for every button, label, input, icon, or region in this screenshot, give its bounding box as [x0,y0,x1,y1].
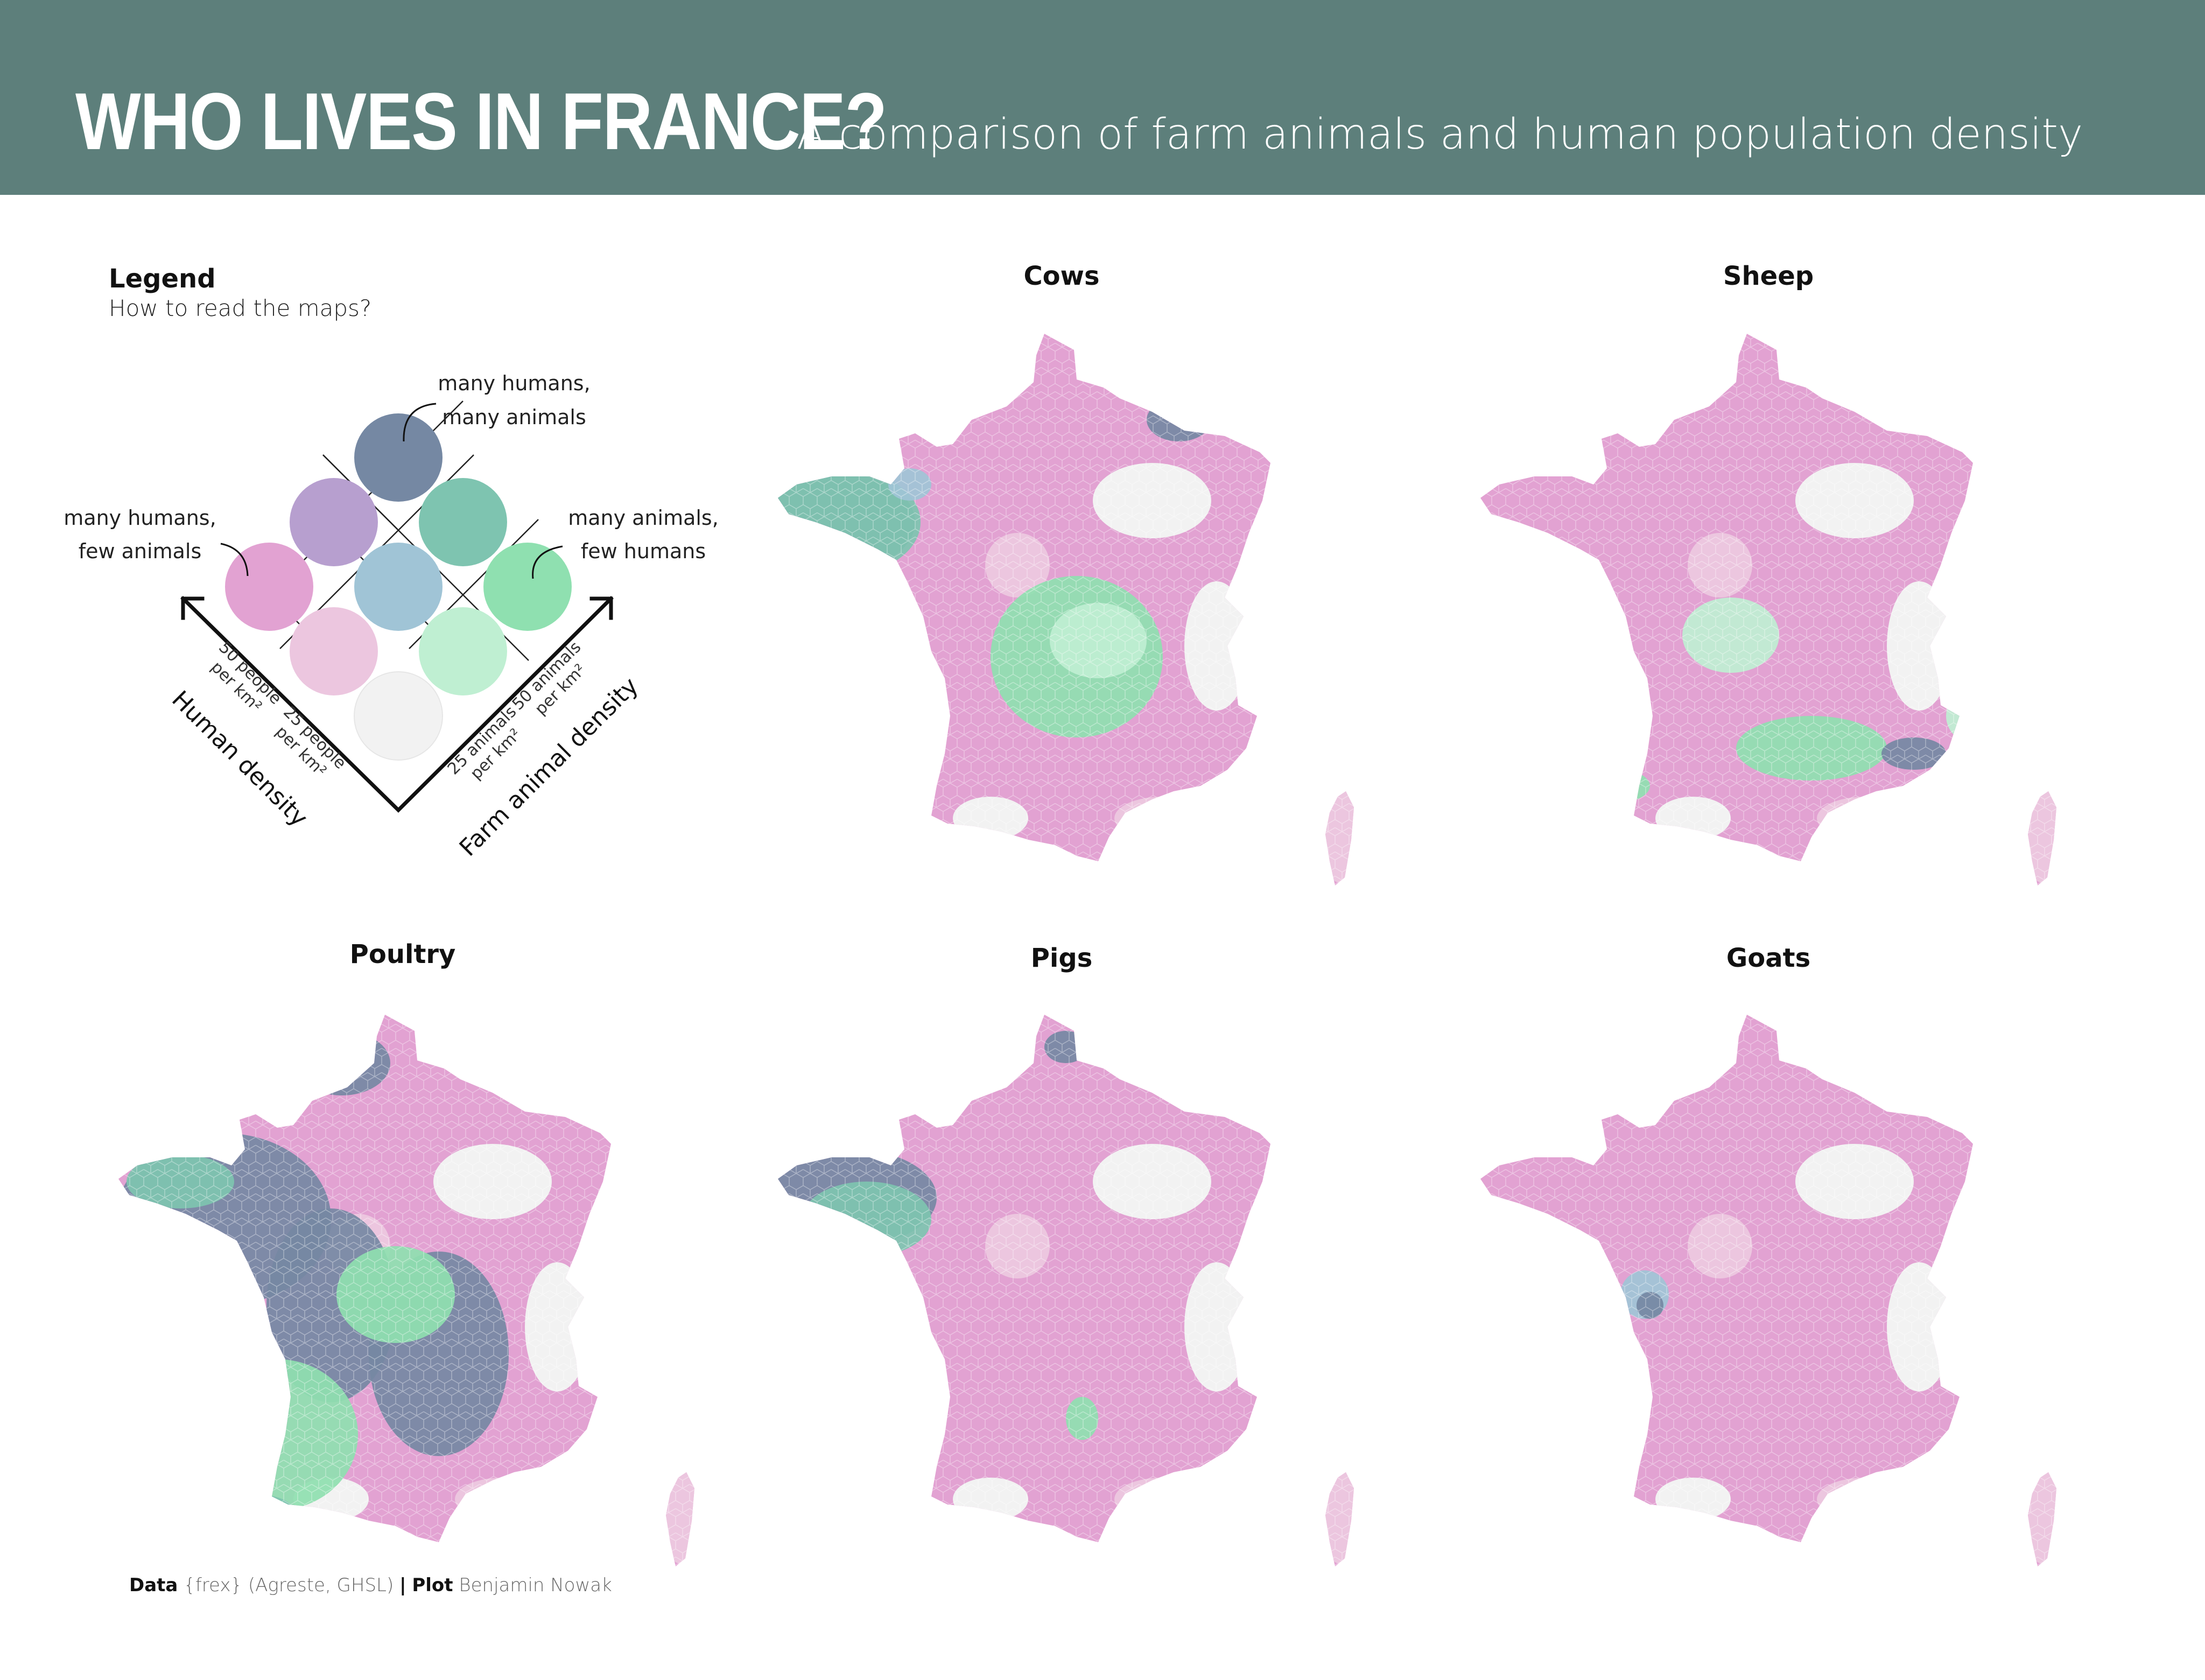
annotation-top-line2: many animals [442,405,586,429]
page-subtitle: A comparison of farm animals and human p… [797,110,2083,159]
legend-circle-both-mid [354,543,443,631]
map-title-cows: Cows [1023,261,1100,291]
legend-annotations: many humans, many animals many humans, f… [64,371,719,563]
annotation-right-line1: many animals, [568,506,719,530]
map-hex-grid [118,1015,694,1566]
map-fill-sheep [1480,334,2056,885]
human-axis-arrowhead [181,596,205,620]
annotation-right-line2: few humans [581,539,706,563]
legend-circle-animals-high-humans-mid [419,478,507,566]
credits-separator: | [399,1574,406,1596]
header-banner: WHO LIVES IN FRANCE? A comparison of far… [0,0,2205,195]
credits-data-label: Data [129,1574,178,1596]
legend-circle-animals-mid-humans-low [419,607,507,695]
map-title-goats: Goats [1726,943,1811,973]
annotation-left-line1: many humans, [64,506,216,530]
legend-circle-both-high [354,413,443,502]
map-goats [1480,1015,2056,1566]
map-fill-pigs [778,1015,1354,1566]
legend-subtitle: How to read the maps? [109,295,372,321]
map-title-pigs: Pigs [1030,943,1093,973]
credits-plot-label: Plot [412,1574,453,1596]
legend-circle-humans-mid-animals-low [290,607,378,695]
axis-lines [180,596,614,813]
legend-circle-animals-high-humans-low [483,543,572,631]
map-title-poultry: Poultry [349,939,456,969]
legend-circle-humans-high-animals-mid [290,478,378,566]
legend-axes [180,596,614,813]
map-hex-grid [1480,334,2056,885]
map-hex-grid [1480,1015,2056,1566]
map-poultry [118,1015,694,1566]
map-pigs [778,1015,1354,1566]
page-title: WHO LIVES IN FRANCE? [75,76,887,166]
legend-circle-humans-high-animals-low [225,543,313,631]
legend-leaders [220,403,563,579]
map-fill-goats [1480,1015,2056,1566]
map-cows [778,334,1354,885]
map-title-sheep: Sheep [1723,261,1814,291]
animal-axis-arrowhead [589,596,613,620]
map-hex-grid [778,334,1354,885]
map-sheep [1480,334,2056,885]
legend-circle-both-low [354,671,443,761]
annotation-left-line2: few animals [79,539,202,563]
map-hex-grid [778,1015,1354,1566]
map-fill-poultry [118,1015,694,1566]
map-fill-cows [778,334,1354,885]
credits-plot-value: Benjamin Nowak [459,1574,612,1596]
legend-diagram: many humans, many animals many humans, f… [64,371,719,862]
annotation-top-line1: many humans, [438,371,590,395]
credits: Data {frex} (Agreste, GHSL) | Plot Benja… [129,1574,612,1596]
credits-data-value: {frex} (Agreste, GHSL) [184,1574,394,1596]
legend-title: Legend [109,264,216,294]
